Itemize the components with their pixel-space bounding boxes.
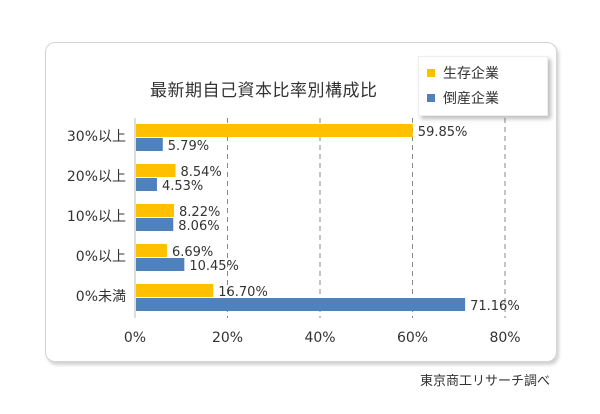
legend-item-survivors: 生存企業 (427, 63, 499, 83)
bar-bankrupt (136, 218, 174, 231)
category-label: 0%未満 (76, 289, 126, 305)
data-label: 6.69% (172, 245, 213, 260)
legend-item-bankrupt: 倒産企業 (427, 88, 499, 108)
legend-label-survivors: 生存企業 (443, 66, 499, 82)
x-tick-label: 80% (489, 330, 520, 346)
data-label: 8.06% (178, 219, 219, 234)
bar-bankrupt (136, 138, 163, 151)
data-label: 71.16% (470, 299, 520, 314)
category-label: 30%以上 (67, 129, 126, 145)
bar-survivors (136, 124, 413, 137)
bar-bankrupt (136, 298, 466, 311)
x-tick-label: 60% (397, 330, 428, 346)
legend-swatch-survivors (427, 69, 435, 77)
bar-bankrupt (136, 178, 157, 191)
bar-survivors (136, 164, 176, 177)
category-label: 10%以上 (67, 209, 126, 225)
category-label: 20%以上 (67, 169, 126, 185)
gridlines (227, 118, 506, 318)
source-note: 東京商工リサーチ調べ (419, 374, 550, 389)
legend-swatch-bankrupt (427, 94, 435, 102)
labels: 0% 20% 40% 60% 80% 30%以上 59.85% 5.79% 20%以上 8.54%… (67, 125, 521, 346)
bars (136, 124, 466, 311)
chart-title: 最新期自己資本比率別構成比 (150, 81, 378, 101)
data-label: 59.85% (418, 125, 468, 140)
bar-survivors (136, 244, 167, 257)
data-label: 10.45% (189, 259, 239, 274)
data-label: 16.70% (218, 285, 268, 300)
bar-survivors (136, 204, 175, 217)
x-tick-label: 0% (124, 330, 146, 346)
legend-label-bankrupt: 倒産企業 (443, 91, 499, 107)
bar-bankrupt (136, 258, 185, 271)
x-tick-label: 40% (304, 330, 335, 346)
x-tick-label: 20% (212, 330, 243, 346)
category-label: 0%以上 (76, 249, 126, 265)
data-label: 5.79% (168, 139, 209, 154)
legend: 生存企業 倒産企業 (418, 56, 548, 116)
bar-survivors (136, 284, 214, 297)
data-label: 4.53% (162, 179, 203, 194)
data-label: 8.54% (180, 165, 221, 180)
data-label: 8.22% (179, 205, 220, 220)
